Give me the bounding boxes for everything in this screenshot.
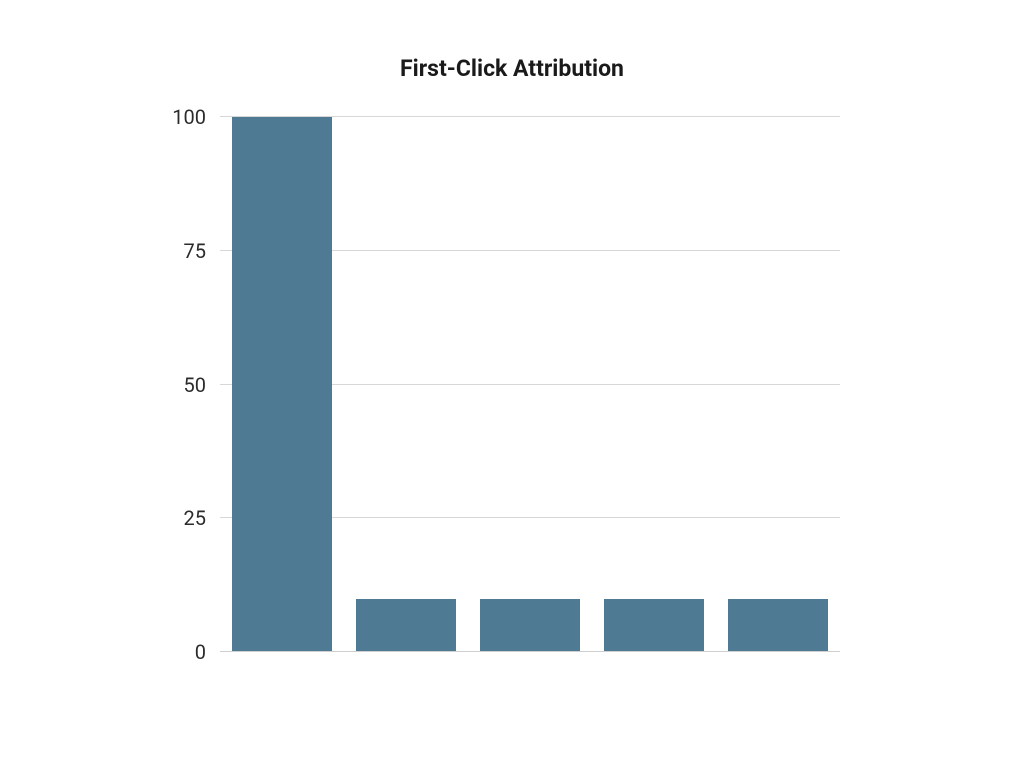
bar-slot xyxy=(344,117,468,652)
ytick-label: 50 xyxy=(184,373,220,397)
ytick-label: 0 xyxy=(195,640,220,664)
bar-slot xyxy=(592,117,716,652)
bar-slot xyxy=(468,117,592,652)
x-axis-baseline xyxy=(220,651,840,652)
bar xyxy=(604,599,703,653)
ytick-label: 100 xyxy=(172,105,220,129)
bar xyxy=(480,599,579,653)
bar-slot xyxy=(220,117,344,652)
bar xyxy=(232,117,331,652)
bar xyxy=(728,599,827,653)
bar-slot xyxy=(716,117,840,652)
bar xyxy=(356,599,455,653)
chart-canvas: First-Click Attribution 0 25 50 75 100 xyxy=(0,0,1024,768)
ytick-label: 75 xyxy=(184,239,220,263)
bars-container xyxy=(220,117,840,652)
plot-area: 0 25 50 75 100 xyxy=(220,117,840,652)
chart-title: First-Click Attribution xyxy=(0,55,1024,82)
ytick-label: 25 xyxy=(184,506,220,530)
